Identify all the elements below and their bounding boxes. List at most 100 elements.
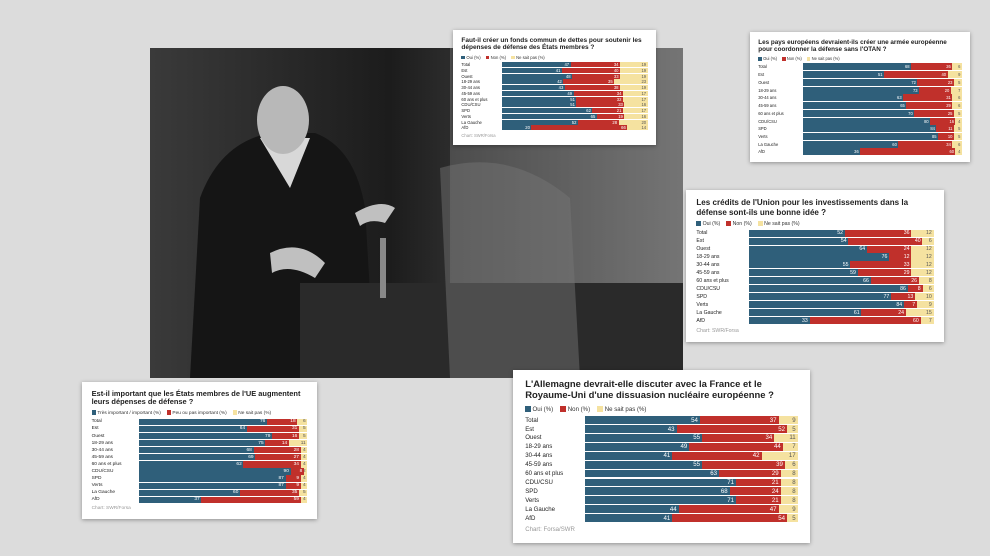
value-label: 34	[613, 62, 619, 68]
stacked-bar: 87 9 4	[139, 475, 308, 482]
bar-segment: 75	[139, 440, 266, 447]
legend-item: Oui (%)	[696, 220, 720, 227]
bar-segment: 15	[905, 309, 934, 317]
bar-segment: 73	[802, 86, 919, 94]
stacked-bar: 41 54 5	[585, 514, 798, 523]
bar-row: Est 54 40 6	[696, 237, 934, 245]
bar-segment: 10	[915, 293, 934, 301]
bar-segment: 9	[285, 475, 301, 482]
category-label: 18-29 ans	[91, 440, 113, 446]
bar-segment: 79	[139, 432, 273, 440]
bar-segment: 27	[255, 454, 301, 461]
bar-row: CDU/CSU 51 33 16	[461, 102, 648, 108]
category-label: Ouest	[461, 73, 473, 79]
value-label: 4	[303, 447, 306, 453]
bar-segment: 44	[585, 505, 679, 514]
value-label: 65	[900, 103, 905, 109]
bar-segment: 59	[201, 496, 301, 503]
bar-segment: 55	[585, 434, 703, 442]
value-label: 11	[300, 440, 306, 446]
chart-title: Les pays européens devraient-ils créer u…	[758, 38, 947, 53]
bar-segment: 8	[907, 285, 923, 293]
legend-swatch	[597, 406, 603, 412]
value-label: 2	[304, 468, 306, 474]
stacked-bar: 71 21 8	[585, 478, 798, 487]
value-label: 34	[616, 90, 622, 96]
category-label: Ouest	[696, 246, 711, 253]
bar-segment: 38	[564, 85, 620, 91]
stacked-bar: 60 34 6	[802, 140, 962, 148]
category-label: CDU/CSU	[758, 118, 777, 124]
stacked-bar: 59 29 12	[748, 269, 934, 277]
bar-segment: 23	[614, 79, 648, 85]
legend-swatch	[758, 57, 762, 61]
source-note: Chart: Forsa/SWR	[525, 526, 575, 534]
legend-item: Ne sait pas (%)	[511, 55, 545, 60]
category-label: 45-59 ans	[758, 103, 777, 109]
bar-segment: 63	[585, 469, 720, 478]
source-note: Chart: SWR/Forsa	[91, 506, 131, 512]
category-label: 18-29 ans	[758, 87, 777, 93]
category-label: 60 ans et plus	[91, 461, 122, 467]
bar-segment: 72	[802, 78, 918, 86]
value-label: 35	[291, 490, 298, 496]
value-label: 24	[898, 309, 905, 316]
value-label: 16	[641, 113, 647, 119]
value-label: 64	[859, 246, 866, 253]
category-label: SPD	[461, 108, 471, 114]
value-label: 4	[303, 461, 306, 467]
bar-segment: 8	[780, 496, 798, 505]
bar-row: 30-44 ans 68 28 4	[92, 447, 308, 454]
bar-segment: 51	[802, 71, 884, 79]
value-label: 16	[641, 102, 647, 108]
legend-label: Non (%)	[786, 56, 802, 62]
stacked-bar: 55 39 6	[585, 460, 798, 469]
value-label: 33	[903, 261, 910, 268]
value-label: 55	[693, 461, 700, 469]
value-label: 49	[567, 90, 573, 96]
stacked-bar: 75 14 11	[139, 440, 308, 447]
legend-swatch	[757, 220, 763, 226]
value-label: 38	[613, 85, 619, 91]
bar-segment: 19	[619, 62, 648, 68]
value-label: 5	[958, 126, 961, 132]
value-label: 19	[641, 62, 647, 68]
legend-label: Ne sait pas (%)	[811, 56, 840, 62]
bar-row: CDU/CSU 90 8 2	[92, 468, 308, 475]
stacked-bar: 20 66 14	[502, 125, 648, 131]
bar-segment: 51	[502, 102, 577, 108]
value-label: 41	[555, 67, 561, 73]
category-label: Verts	[91, 483, 103, 489]
legend-swatch	[806, 57, 811, 61]
bar-segment: 16	[930, 117, 956, 125]
bar-segment: 11	[288, 440, 308, 447]
bar-segment: 62	[502, 108, 593, 114]
value-label: 9	[296, 476, 299, 482]
bar-segment: 35	[563, 79, 615, 85]
value-label: 6	[792, 461, 796, 469]
bar-segment: 5	[953, 78, 962, 86]
value-label: 42	[557, 79, 562, 85]
bar-segment: 90	[139, 468, 291, 475]
stacked-bar: 85 10 5	[802, 133, 962, 140]
value-label: 6	[303, 419, 306, 425]
bar-segment: 68	[585, 487, 730, 496]
bar-segment: 7	[782, 442, 798, 451]
category-label: Verts	[758, 134, 768, 139]
bar-segment: 9	[947, 71, 962, 79]
stacked-bar: 61 24 15	[748, 309, 934, 317]
value-label: 24	[771, 487, 779, 495]
value-label: 76	[259, 419, 266, 425]
category-label: 30-44 ans	[758, 95, 777, 101]
bar-segment: 6	[952, 140, 962, 148]
bar-segment: 9	[916, 301, 934, 309]
bar-row: Ouest 64 24 12	[696, 245, 934, 253]
category-label: Total	[696, 230, 708, 237]
bar-segment: 4	[955, 148, 962, 156]
value-label: 5	[958, 134, 961, 139]
legend-item: Oui (%)	[758, 56, 777, 61]
legend-label: Peu ou pas important (%)	[172, 411, 227, 417]
value-label: 9	[958, 72, 961, 78]
category-label: La Gauche	[461, 119, 482, 125]
